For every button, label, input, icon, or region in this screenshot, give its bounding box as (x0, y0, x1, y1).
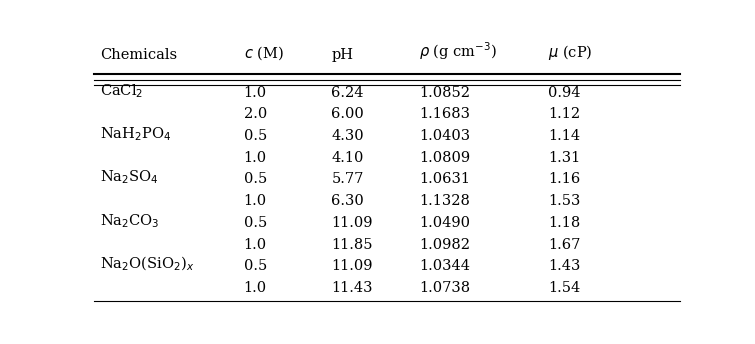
Text: 6.24: 6.24 (331, 86, 364, 99)
Text: pH: pH (331, 49, 353, 63)
Text: 0.5: 0.5 (244, 259, 267, 273)
Text: CaCl$_2$: CaCl$_2$ (100, 82, 143, 99)
Text: 4.30: 4.30 (331, 129, 364, 143)
Text: 4.10: 4.10 (331, 151, 364, 165)
Text: 1.0738: 1.0738 (419, 281, 470, 295)
Text: 1.54: 1.54 (548, 281, 580, 295)
Text: $\rho$ (g cm$^{-3}$): $\rho$ (g cm$^{-3}$) (419, 41, 497, 63)
Text: 1.0: 1.0 (244, 86, 267, 99)
Text: 1.16: 1.16 (548, 172, 580, 186)
Text: Na$_2$CO$_3$: Na$_2$CO$_3$ (100, 212, 160, 230)
Text: 0.5: 0.5 (244, 172, 267, 186)
Text: 1.43: 1.43 (548, 259, 581, 273)
Text: 0.5: 0.5 (244, 129, 267, 143)
Text: NaH$_2$PO$_4$: NaH$_2$PO$_4$ (100, 125, 171, 143)
Text: Na$_2$SO$_4$: Na$_2$SO$_4$ (100, 169, 159, 186)
Text: 1.12: 1.12 (548, 107, 580, 121)
Text: 1.0852: 1.0852 (419, 86, 470, 99)
Text: 1.0: 1.0 (244, 238, 267, 251)
Text: 1.0982: 1.0982 (419, 238, 470, 251)
Text: Chemicals: Chemicals (100, 49, 177, 63)
Text: $c$ (M): $c$ (M) (244, 45, 284, 63)
Text: 1.18: 1.18 (548, 216, 580, 230)
Text: 0.5: 0.5 (244, 216, 267, 230)
Text: 1.0: 1.0 (244, 194, 267, 208)
Text: 1.0809: 1.0809 (419, 151, 470, 165)
Text: 1.0490: 1.0490 (419, 216, 470, 230)
Text: 6.00: 6.00 (331, 107, 364, 121)
Text: 1.31: 1.31 (548, 151, 580, 165)
Text: 5.77: 5.77 (331, 172, 364, 186)
Text: 1.53: 1.53 (548, 194, 581, 208)
Text: 2.0: 2.0 (244, 107, 267, 121)
Text: 11.85: 11.85 (331, 238, 373, 251)
Text: 1.0631: 1.0631 (419, 172, 470, 186)
Text: 1.14: 1.14 (548, 129, 580, 143)
Text: 1.0: 1.0 (244, 281, 267, 295)
Text: 11.09: 11.09 (331, 259, 373, 273)
Text: 1.1328: 1.1328 (419, 194, 470, 208)
Text: $\mu$ (cP): $\mu$ (cP) (548, 43, 593, 63)
Text: 1.0: 1.0 (244, 151, 267, 165)
Text: 1.0403: 1.0403 (419, 129, 470, 143)
Text: Na$_2$O(SiO$_2$)$_x$: Na$_2$O(SiO$_2$)$_x$ (100, 255, 194, 273)
Text: 11.09: 11.09 (331, 216, 373, 230)
Text: 1.67: 1.67 (548, 238, 581, 251)
Text: 0.94: 0.94 (548, 86, 581, 99)
Text: 11.43: 11.43 (331, 281, 373, 295)
Text: 1.0344: 1.0344 (419, 259, 470, 273)
Text: 1.1683: 1.1683 (419, 107, 470, 121)
Text: 6.30: 6.30 (331, 194, 364, 208)
